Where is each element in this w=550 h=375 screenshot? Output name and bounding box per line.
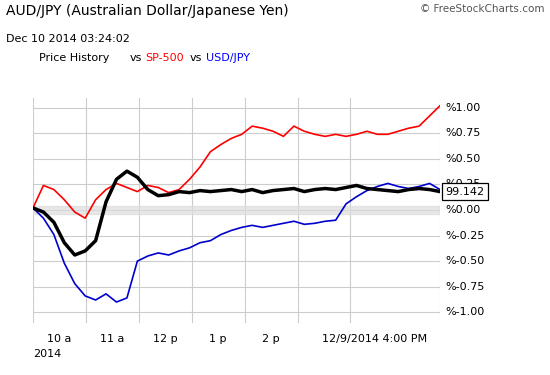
Text: %0.25: %0.25 xyxy=(446,179,481,189)
Text: %0.50: %0.50 xyxy=(446,154,481,164)
Text: 2014: 2014 xyxy=(33,349,61,359)
Text: Dec 10 2014 03:24:02: Dec 10 2014 03:24:02 xyxy=(6,34,129,44)
Text: 11 a: 11 a xyxy=(100,334,124,344)
Text: vs: vs xyxy=(129,53,142,63)
Text: 12 p: 12 p xyxy=(153,334,178,344)
Text: 99.142: 99.142 xyxy=(446,187,485,196)
Text: %-1.00: %-1.00 xyxy=(446,307,485,317)
Bar xyxy=(33,206,440,214)
Text: Price History: Price History xyxy=(39,53,109,63)
Text: SP-500: SP-500 xyxy=(146,53,184,63)
Text: vs: vs xyxy=(190,53,202,63)
Text: USD/JPY: USD/JPY xyxy=(206,53,250,63)
Text: 1 p: 1 p xyxy=(210,334,227,344)
Text: 2 p: 2 p xyxy=(262,334,280,344)
Text: %1.00: %1.00 xyxy=(446,103,481,113)
Text: 10 a: 10 a xyxy=(47,334,72,344)
Text: %-0.50: %-0.50 xyxy=(446,256,485,266)
Text: 12/9/2014 4:00 PM: 12/9/2014 4:00 PM xyxy=(322,334,427,344)
Text: %-0.25: %-0.25 xyxy=(446,231,485,241)
Text: %0.75: %0.75 xyxy=(446,128,481,138)
Text: © FreeStockCharts.com: © FreeStockCharts.com xyxy=(420,4,544,14)
Text: %-0.75: %-0.75 xyxy=(446,282,485,292)
Text: AUD/JPY (Australian Dollar/Japanese Yen): AUD/JPY (Australian Dollar/Japanese Yen) xyxy=(6,4,288,18)
Text: %0.00: %0.00 xyxy=(446,205,481,215)
